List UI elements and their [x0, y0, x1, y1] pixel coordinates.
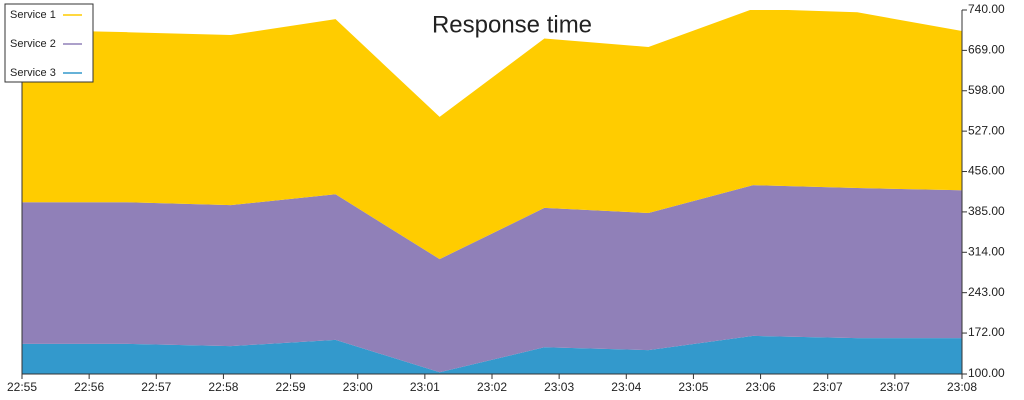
x-tick-label: 22:57: [141, 380, 171, 394]
y-tick-label: 456.00: [968, 164, 1005, 178]
y-tick-label: 314.00: [968, 244, 1005, 258]
x-tick-label: 23:04: [611, 380, 641, 394]
y-tick-label: 100.00: [968, 366, 1005, 380]
x-tick-label: 23:03: [544, 380, 574, 394]
y-tick-label: 669.00: [968, 43, 1005, 57]
plot-area: [22, 10, 962, 374]
y-tick-label: 385.00: [968, 204, 1005, 218]
axes: 100.00 172.00 243.00 314.00 385.00 456.00 527.…: [7, 2, 1005, 394]
chart-title: Response time: [432, 11, 592, 38]
x-tick-label: 23:02: [477, 380, 507, 394]
legend: Service 1 Service 2 Service 3: [4, 3, 94, 83]
x-tick-label: 22:56: [74, 380, 104, 394]
legend-box: [4, 3, 94, 83]
x-tick-label: 23:08: [947, 380, 977, 394]
y-tick-label: 740.00: [968, 2, 1005, 16]
area: [22, 185, 962, 373]
legend-label: Service 3: [10, 67, 56, 79]
x-tick-label: 23:06: [746, 380, 776, 394]
area: [22, 335, 962, 374]
y-tick-label: 527.00: [968, 123, 1005, 137]
x-tick-label: 23:07: [880, 380, 910, 394]
x-tick-label: 23:05: [678, 380, 708, 394]
y-tick-label: 172.00: [968, 325, 1005, 339]
x-tick-label: 23:00: [343, 380, 373, 394]
x-tick-label: 23:07: [813, 380, 843, 394]
x-tick-label: 22:55: [7, 380, 37, 394]
area: [22, 10, 962, 260]
legend-label: Service 1: [10, 9, 56, 21]
y-tick-label: 243.00: [968, 285, 1005, 299]
x-tick-label: 22:59: [276, 380, 306, 394]
x-tick-label: 23:01: [410, 380, 440, 394]
x-tick-label: 22:58: [208, 380, 238, 394]
legend-label: Service 2: [10, 38, 56, 50]
y-tick-label: 598.00: [968, 83, 1005, 97]
